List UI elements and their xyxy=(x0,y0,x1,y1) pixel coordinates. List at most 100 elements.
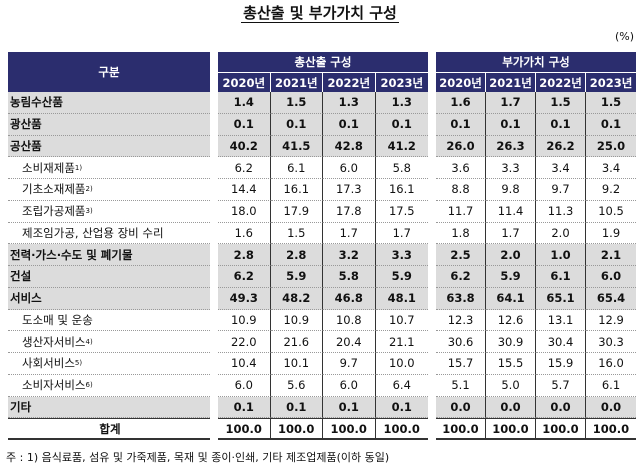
spacer xyxy=(428,113,436,136)
spacer xyxy=(210,92,218,114)
row-label-text: 전력·가스·수도 및 폐기물 xyxy=(10,247,133,262)
output-value: 1.5 xyxy=(270,222,323,245)
output-value: 17.3 xyxy=(323,179,376,201)
row-label: 도소매 및 운송 xyxy=(8,310,210,332)
spacer xyxy=(210,222,218,245)
value-added-value: 1.7 xyxy=(486,222,536,245)
output-value: 2.8 xyxy=(270,244,323,266)
output-value: 1.3 xyxy=(323,92,376,114)
composition-table: 구분 총산출 구성 2020년 2021년 2022년 2023년 부가가치 구성 2… xyxy=(8,52,636,440)
output-value: 10.0 xyxy=(375,353,428,375)
spacer xyxy=(210,418,218,440)
table-row: 기타 0.1 0.1 0.1 0.1 0.0 0.0 0.0 0.0 xyxy=(8,396,636,419)
output-value: 6.2 xyxy=(218,157,271,179)
table-row: 소비자서비스 6) 6.0 5.6 6.0 6.4 5.1 5.0 5.7 6.1 xyxy=(8,374,636,397)
value-added-value: 64.1 xyxy=(486,287,536,310)
value-added-value: 30.9 xyxy=(486,331,536,353)
value-added-value: 5.7 xyxy=(536,374,586,397)
row-label: 생산자서비스 4) xyxy=(8,331,210,353)
spacer xyxy=(210,396,218,419)
value-added-value: 30.6 xyxy=(436,331,486,353)
output-value: 6.0 xyxy=(218,374,271,397)
output-value: 5.8 xyxy=(323,266,376,288)
value-added-value: 1.8 xyxy=(436,222,486,245)
header-year: 2020년 xyxy=(436,72,486,92)
value-added-value: 9.7 xyxy=(536,179,586,201)
value-added-value: 3.3 xyxy=(486,157,536,179)
output-value: 6.1 xyxy=(270,157,323,179)
output-value: 42.8 xyxy=(323,135,376,158)
footnote: 주 : 1) 음식료품, 섬유 및 가죽제품, 목재 및 종이·인쇄, 기타 제… xyxy=(6,451,390,464)
footnote-marker: 3) xyxy=(85,207,93,216)
spacer xyxy=(210,179,218,201)
value-added-value: 1.5 xyxy=(536,92,586,114)
header-output-group: 총산출 구성 2020년 2021년 2022년 2023년 xyxy=(218,52,428,92)
table-row: 생산자서비스 4) 22.0 21.6 20.4 21.1 30.6 30.9 30.4 30.3 xyxy=(8,331,636,353)
footnote-marker: 6) xyxy=(85,381,93,390)
row-label-text: 사회서비스 xyxy=(22,356,75,371)
table-row: 전력·가스·수도 및 폐기물 2.8 2.8 3.2 3.3 2.5 2.0 1.0 2.1 xyxy=(8,244,636,266)
row-label: 건설 xyxy=(8,266,210,288)
table-row: 합계 100.0 100.0 100.0 100.0 100.0 100.0 100.0 100… xyxy=(8,418,636,440)
header-year: 2023년 xyxy=(586,72,636,92)
header-value-added-group: 부가가치 구성 2020년 2021년 2022년 2023년 xyxy=(436,52,636,92)
spacer xyxy=(210,331,218,353)
output-value: 5.8 xyxy=(375,157,428,179)
value-added-value: 65.1 xyxy=(536,287,586,310)
header-year: 2023년 xyxy=(375,72,428,92)
value-added-value: 26.0 xyxy=(436,135,486,158)
header-year: 2021년 xyxy=(486,72,536,92)
row-label: 광산품 xyxy=(8,113,210,136)
row-label-text: 생산자서비스 xyxy=(22,334,86,349)
output-value: 100.0 xyxy=(375,418,428,440)
output-value: 0.1 xyxy=(323,396,376,419)
spacer xyxy=(428,135,436,158)
output-value: 0.1 xyxy=(375,113,428,136)
value-added-value: 100.0 xyxy=(436,418,486,440)
output-value: 6.2 xyxy=(218,266,271,288)
spacer xyxy=(210,309,218,332)
row-label-text: 합계 xyxy=(99,421,121,436)
value-added-value: 1.5 xyxy=(586,92,636,114)
value-added-value: 1.7 xyxy=(486,92,536,114)
row-label: 공산품 xyxy=(8,135,210,158)
table-header: 구분 총산출 구성 2020년 2021년 2022년 2023년 부가가치 구성 2… xyxy=(8,52,636,92)
output-value: 0.1 xyxy=(323,113,376,136)
spacer xyxy=(428,374,436,397)
value-added-value: 2.5 xyxy=(436,244,486,266)
row-label-text: 공산품 xyxy=(10,138,42,153)
value-added-value: 9.2 xyxy=(586,179,636,201)
value-added-value: 1.6 xyxy=(436,92,486,114)
spacer xyxy=(210,287,218,310)
spacer xyxy=(428,396,436,419)
row-label: 농림수산품 xyxy=(8,92,210,114)
value-added-value: 6.2 xyxy=(436,266,486,288)
table-row: 농림수산품 1.4 1.5 1.3 1.3 1.6 1.7 1.5 1.5 xyxy=(8,92,636,114)
row-label-text: 서비스 xyxy=(10,291,42,306)
spacer xyxy=(210,244,218,266)
output-value: 10.8 xyxy=(323,309,376,332)
output-value: 49.3 xyxy=(218,287,271,310)
spacer xyxy=(210,135,218,158)
output-value: 46.8 xyxy=(323,287,376,310)
output-value: 1.5 xyxy=(270,92,323,114)
output-value: 1.3 xyxy=(375,92,428,114)
value-added-value: 30.4 xyxy=(536,331,586,353)
output-value: 0.1 xyxy=(218,113,271,136)
table-row: 공산품 40.2 41.5 42.8 41.2 26.0 26.3 26.2 25.0 xyxy=(8,135,636,158)
row-label-text: 제조임가공, 산업용 장비 수리 xyxy=(22,225,164,240)
value-added-value: 3.4 xyxy=(536,157,586,179)
output-value: 48.1 xyxy=(375,287,428,310)
unit-label: (%) xyxy=(614,30,634,43)
value-added-value: 15.5 xyxy=(486,353,536,375)
spacer xyxy=(428,309,436,332)
table-row: 서비스 49.3 48.2 46.8 48.1 63.8 64.1 65.1 65.4 xyxy=(8,287,636,310)
output-value: 6.4 xyxy=(375,375,428,397)
value-added-value: 6.1 xyxy=(586,375,636,397)
table-row: 광산품 0.1 0.1 0.1 0.1 0.1 0.1 0.1 0.1 xyxy=(8,113,636,136)
value-added-value: 15.9 xyxy=(536,353,586,375)
row-label-text: 농림수산품 xyxy=(10,95,63,110)
output-value: 2.8 xyxy=(218,244,271,266)
value-added-value: 1.0 xyxy=(536,244,586,266)
spacer xyxy=(428,92,436,114)
